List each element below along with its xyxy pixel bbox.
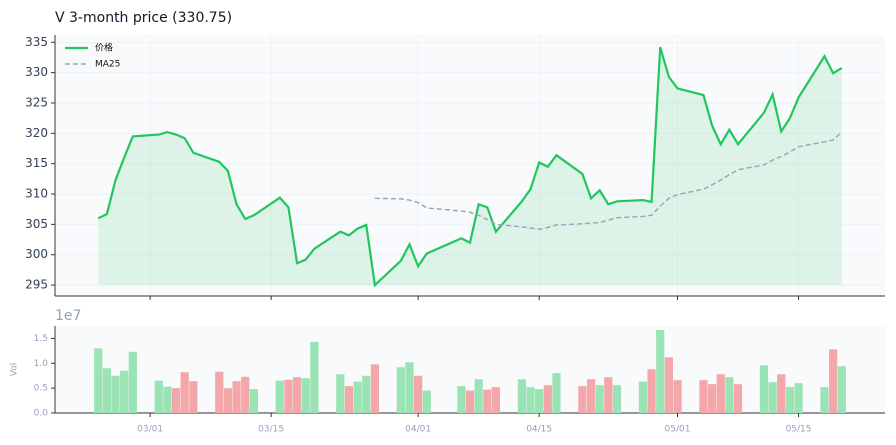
volume-bar xyxy=(517,379,526,413)
volume-bar xyxy=(310,341,319,413)
volume-bar xyxy=(491,387,501,413)
volume-bar xyxy=(292,377,302,413)
volume-bar xyxy=(535,389,544,413)
chart-title: V 3-month price (330.75) xyxy=(55,10,232,26)
volume-bar xyxy=(171,388,181,413)
volume-bar xyxy=(154,380,163,413)
x-tick-label: 03/01 xyxy=(137,425,163,435)
series-line xyxy=(374,131,843,230)
volume-bar xyxy=(474,379,483,413)
volume-bar xyxy=(215,371,224,413)
legend-label: MA25 xyxy=(95,60,120,70)
volume-bar xyxy=(829,349,838,413)
y-axis-label: Vol xyxy=(10,363,20,376)
y-tick-label: 1.5 xyxy=(34,334,48,344)
volume-bar xyxy=(656,329,665,413)
volume-bar xyxy=(604,377,613,413)
volume-bar xyxy=(612,385,622,413)
y-tick-label: 320 xyxy=(25,126,48,140)
volume-bar xyxy=(396,367,405,413)
volume-bar xyxy=(794,383,803,413)
y-tick-label: 335 xyxy=(25,35,48,49)
volume-bar xyxy=(785,387,795,413)
volume-bar xyxy=(777,374,786,413)
volume-bar xyxy=(353,381,362,413)
volume-bar xyxy=(128,351,137,413)
volume-bar xyxy=(483,389,492,413)
volume-bar xyxy=(94,348,103,413)
y-tick-label: 0.0 xyxy=(34,409,49,419)
volume-bar xyxy=(275,380,284,413)
x-tick-label: 04/01 xyxy=(405,425,431,435)
y-tick-label: 315 xyxy=(25,156,48,170)
series-line xyxy=(97,46,843,288)
volume-bar xyxy=(465,390,475,413)
x-tick-label: 03/15 xyxy=(258,425,284,435)
volume-bar xyxy=(284,379,293,413)
volume-bar xyxy=(526,387,535,413)
volume-bar xyxy=(759,365,769,413)
volume-bar xyxy=(362,375,371,413)
x-tick-label: 04/15 xyxy=(526,425,552,435)
volume-bar xyxy=(664,357,673,413)
volume-bar xyxy=(733,384,743,413)
volume-bar xyxy=(189,381,198,413)
volume-bar xyxy=(578,386,587,413)
volume-bar xyxy=(647,369,656,413)
volume-bar xyxy=(457,386,466,413)
x-tick-label: 05/15 xyxy=(786,425,812,435)
volume-bar xyxy=(543,385,552,413)
y-tick-label: 1.0 xyxy=(34,359,49,369)
volume-bar xyxy=(405,362,414,413)
volume-bar xyxy=(699,380,708,413)
volume-bar xyxy=(180,372,189,413)
volume-bar xyxy=(336,374,345,413)
volume-bar xyxy=(370,364,380,413)
volume-bar xyxy=(163,386,172,413)
volume-bar xyxy=(837,366,846,413)
volume-bar xyxy=(725,377,734,413)
volume-bar xyxy=(768,382,777,413)
volume-bar xyxy=(249,389,258,413)
volume-bar xyxy=(707,384,717,413)
y-tick-label: 325 xyxy=(25,95,48,109)
volume-bar xyxy=(716,374,725,413)
y-tick-label: 295 xyxy=(25,278,48,292)
legend-label: 价格 xyxy=(95,42,113,54)
volume-bar xyxy=(111,375,120,413)
volume-bar xyxy=(301,378,310,413)
x-tick-label: 05/01 xyxy=(665,425,691,435)
volume-bar xyxy=(638,381,648,413)
volume-bar xyxy=(422,390,431,413)
volume-bar xyxy=(223,388,233,413)
volume-bar xyxy=(232,381,241,413)
y-tick-label: 330 xyxy=(25,65,48,79)
y-tick-label: 310 xyxy=(25,187,48,201)
volume-bar xyxy=(673,380,682,413)
y-tick-label: 300 xyxy=(25,247,48,261)
volume-bar xyxy=(241,376,250,413)
volume-bar xyxy=(586,379,596,413)
volume-bar xyxy=(595,385,604,413)
y-tick-label: 305 xyxy=(25,217,48,231)
area xyxy=(98,47,842,286)
offset-label: 1e7 xyxy=(55,308,81,324)
volume-bar xyxy=(344,386,354,413)
plot-area xyxy=(55,35,885,296)
volume-bar xyxy=(820,387,829,413)
volume-bar xyxy=(414,375,423,413)
volume-bar xyxy=(120,370,129,413)
volume-bar xyxy=(552,373,561,413)
volume-bar xyxy=(102,368,111,413)
y-tick-label: 0.5 xyxy=(34,384,48,394)
